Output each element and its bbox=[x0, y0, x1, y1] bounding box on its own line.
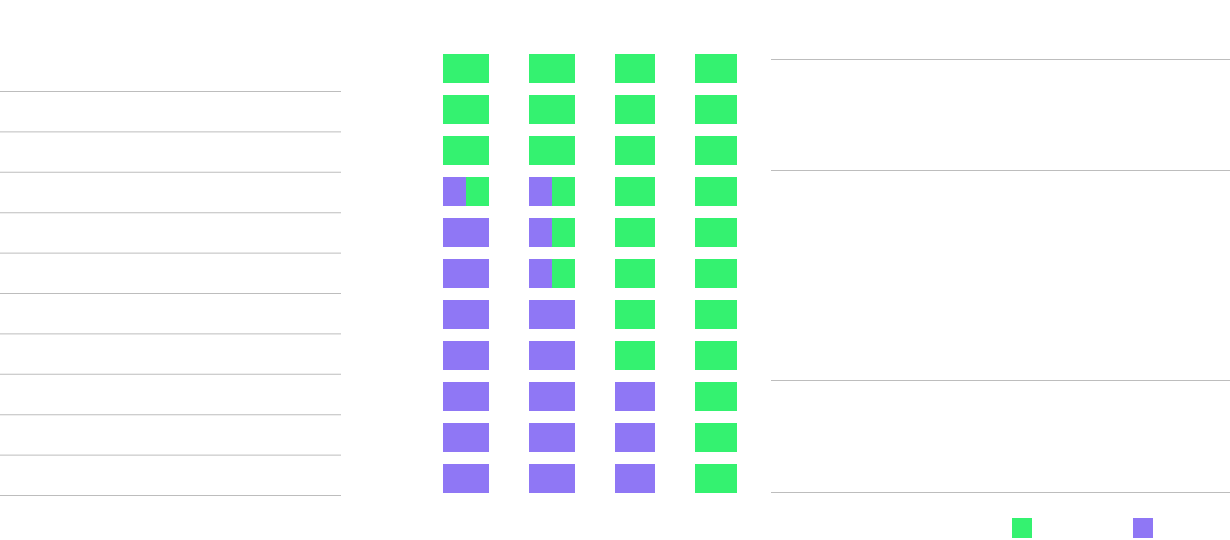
cell-segment-green bbox=[695, 177, 737, 206]
cell-segment-green bbox=[615, 259, 655, 288]
cell-segment-purple bbox=[443, 300, 489, 329]
cell-segment-green bbox=[552, 218, 575, 247]
cell-segment-green bbox=[443, 95, 489, 124]
cell-segment-green bbox=[466, 177, 489, 206]
cell-segment-green bbox=[443, 54, 489, 83]
cell-segment-purple bbox=[443, 382, 489, 411]
cell-segment-green bbox=[615, 95, 655, 124]
cell-segment-green bbox=[695, 54, 737, 83]
cell-segment-purple bbox=[443, 464, 489, 493]
cell-segment-green bbox=[615, 218, 655, 247]
cell-segment-green bbox=[529, 54, 575, 83]
cell-grid bbox=[443, 54, 737, 493]
cell-segment-green bbox=[695, 218, 737, 247]
cell-segment-purple bbox=[443, 218, 489, 247]
cell-segment-green bbox=[615, 300, 655, 329]
cell-segment-green bbox=[615, 54, 655, 83]
cell-segment-green bbox=[615, 177, 655, 206]
cell-segment-green bbox=[695, 259, 737, 288]
cell-segment-green bbox=[615, 136, 655, 165]
right-table bbox=[771, 59, 1230, 493]
cell-segment-green bbox=[695, 423, 737, 452]
cell-segment-purple bbox=[529, 423, 575, 452]
cell-segment-purple bbox=[529, 177, 552, 206]
cell-segment-purple bbox=[529, 382, 575, 411]
legend-swatch-green bbox=[1012, 518, 1032, 538]
cell-segment-green bbox=[443, 136, 489, 165]
cell-segment-green bbox=[695, 464, 737, 493]
cell-segment-green bbox=[529, 136, 575, 165]
cell-segment-green bbox=[695, 136, 737, 165]
cell-segment-purple bbox=[529, 300, 575, 329]
cell-segment-purple bbox=[615, 423, 655, 452]
cell-segment-purple bbox=[443, 423, 489, 452]
cell-segment-green bbox=[695, 95, 737, 124]
cell-segment-purple bbox=[529, 341, 575, 370]
left-table bbox=[0, 91, 341, 496]
cell-segment-purple bbox=[443, 177, 466, 206]
cell-segment-green bbox=[529, 95, 575, 124]
cell-segment-green bbox=[695, 300, 737, 329]
cell-segment-purple bbox=[529, 259, 552, 288]
cell-segment-green bbox=[552, 177, 575, 206]
legend bbox=[1012, 518, 1153, 538]
cell-segment-purple bbox=[443, 259, 489, 288]
cell-segment-green bbox=[615, 341, 655, 370]
legend-swatch-purple bbox=[1133, 518, 1153, 538]
cell-segment-purple bbox=[615, 382, 655, 411]
cell-segment-green bbox=[695, 382, 737, 411]
cell-segment-green bbox=[695, 341, 737, 370]
cell-segment-purple bbox=[529, 464, 575, 493]
cell-segment-green bbox=[552, 259, 575, 288]
cell-segment-purple bbox=[529, 218, 552, 247]
cell-segment-purple bbox=[615, 464, 655, 493]
cell-segment-purple bbox=[443, 341, 489, 370]
